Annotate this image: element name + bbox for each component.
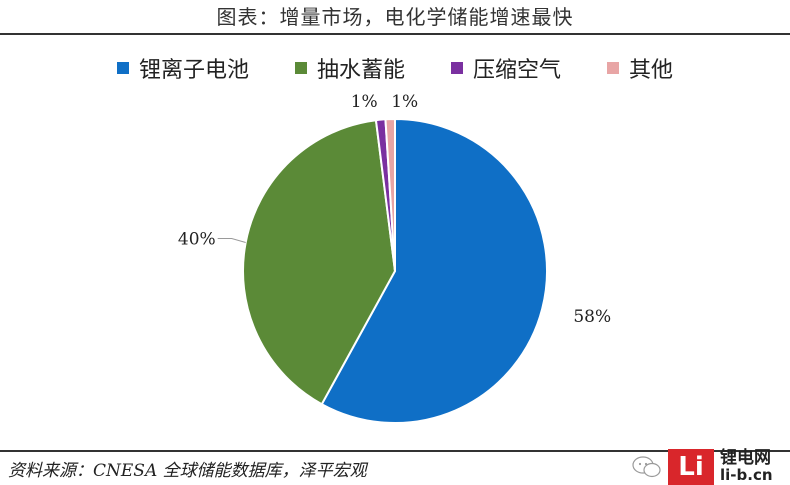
logo-mark: Li [668,449,714,485]
label-pumped-hydro: 40% [178,230,216,250]
wechat-icon [632,456,661,478]
bottom-rule [0,450,790,452]
label-compressed-air: 1% [351,92,378,112]
legend-item-liion: 锂离子电池 [116,52,249,84]
slice-liion [320,117,548,424]
label-liion: 58% [573,307,611,327]
legend-swatch [607,62,620,74]
legend-label: 压缩空气 [473,58,562,83]
legend-label: 锂离子电池 [138,58,249,83]
watermark: Li 锂电网 li-b.cn [632,449,773,485]
top-rule [0,33,790,35]
logo-site-name: 锂电网 [720,448,771,469]
legend-label: 其他 [629,58,674,83]
pie-chart: 58% 40% 1% 1% [178,92,611,424]
logo-site-url: li-b.cn [720,466,773,485]
slice-other [384,117,396,272]
legend-label: 抽水蓄能 [316,58,405,83]
legend-swatch [451,62,463,74]
label-other: 1% [391,92,418,112]
legend-item-pumped-hydro: 抽水蓄能 [294,52,405,84]
source-note: 资料来源：CNESA 全球储能数据库，泽平宏观 [8,461,367,481]
legend-swatch [294,62,307,74]
legend: 锂离子电池 抽水蓄能 压缩空气 其他 [0,52,790,84]
legend-item-other: 其他 [607,52,673,84]
chart-title: 图表：增量市场，电化学储能增速最快 [216,5,574,29]
legend-swatch [116,62,129,74]
logo-text: 锂电网 li-b.cn [720,448,773,485]
leader-line [217,238,246,243]
legend-item-compressed-air: 压缩空气 [451,52,561,84]
